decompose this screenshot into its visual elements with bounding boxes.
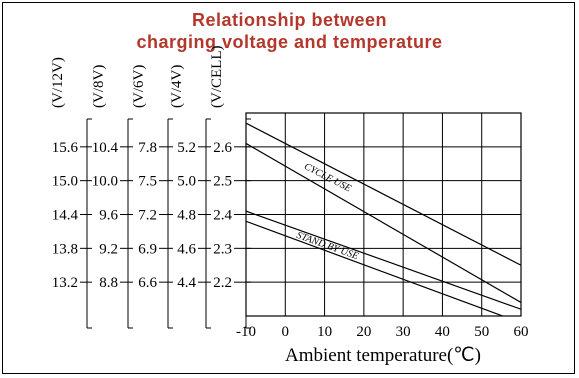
y-tick-label: 2.6 xyxy=(213,140,232,156)
y-tick-label: 10.0 xyxy=(92,174,118,190)
x-tick-label: 10 xyxy=(317,324,332,340)
chart-frame xyxy=(2,2,575,374)
x-tick-label: 50 xyxy=(474,324,489,340)
y-tick-label: 7.5 xyxy=(138,174,157,190)
y-tick-label: 7.8 xyxy=(138,140,157,156)
series-line-cycle-use-lower xyxy=(246,142,521,303)
y-tick-label: 6.6 xyxy=(138,275,157,291)
series-line-standby-use-upper xyxy=(246,210,521,310)
y-tick-label: 4.6 xyxy=(177,241,196,257)
series-label: CYCLE USE xyxy=(302,161,353,194)
series-label: STAND BY USE xyxy=(295,230,360,262)
y-tick-label: 8.8 xyxy=(99,275,118,291)
chart-title-line-1: Relationship between xyxy=(191,10,388,30)
y-scale-header: (V/6V) xyxy=(131,65,147,108)
y-tick-label: 9.6 xyxy=(99,208,118,224)
y-scale-header: (V/4V) xyxy=(169,65,185,108)
x-tick-label: 20 xyxy=(356,324,371,340)
x-axis-label: Ambient temperature(℃) xyxy=(285,345,481,366)
chart-title-line-2: charging voltage and temperature xyxy=(136,32,443,52)
series-line-cycle-use-upper xyxy=(246,122,521,266)
y-tick-label: 4.4 xyxy=(177,275,196,291)
y-tick-label: 2.3 xyxy=(213,241,232,257)
x-tick-label: 60 xyxy=(514,324,529,340)
y-scale-header: (V/8V) xyxy=(91,65,107,108)
y-tick-label: 14.4 xyxy=(52,208,79,224)
x-tick-label: 0 xyxy=(282,324,290,340)
y-tick-label: 5.0 xyxy=(177,174,196,190)
y-tick-label: 2.2 xyxy=(213,275,232,291)
y-tick-label: 13.2 xyxy=(52,275,78,291)
y-tick-label: 15.0 xyxy=(52,174,78,190)
series-line-standby-use-lower xyxy=(246,220,505,316)
y-tick-label: 9.2 xyxy=(99,241,118,257)
y-scale-header: (V/12V) xyxy=(50,57,66,108)
y-tick-label: 6.9 xyxy=(138,241,157,257)
y-tick-label: 5.2 xyxy=(177,140,196,156)
x-tick-label: 40 xyxy=(435,324,450,340)
y-tick-label: 7.2 xyxy=(138,208,157,224)
y-scale-header: (V/CELL) xyxy=(209,46,225,108)
y-tick-label: 4.8 xyxy=(177,208,196,224)
y-tick-label: 2.5 xyxy=(213,174,232,190)
y-tick-label: 15.6 xyxy=(52,140,79,156)
y-tick-label: 13.8 xyxy=(52,241,78,257)
x-tick-label: 30 xyxy=(396,324,411,340)
y-tick-label: 2.4 xyxy=(213,208,232,224)
y-tick-label: 10.4 xyxy=(92,140,119,156)
